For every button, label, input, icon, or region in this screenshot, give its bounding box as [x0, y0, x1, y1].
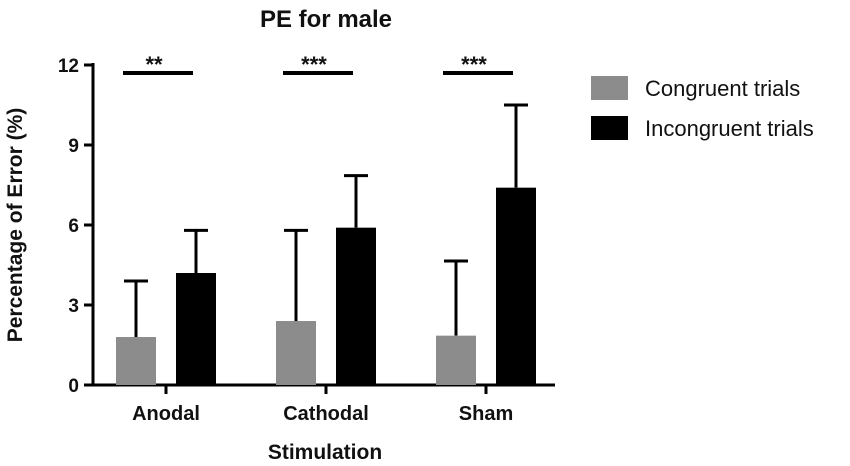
legend: Congruent trials Incongruent trials [591, 76, 814, 141]
y-tick-label: 6 [68, 216, 79, 237]
bar [276, 321, 316, 385]
legend-swatch [591, 116, 628, 140]
bar [116, 337, 156, 385]
significance-marker: ** [145, 52, 163, 77]
y-tick-label: 3 [68, 296, 79, 317]
legend-label: Congruent trials [645, 76, 800, 101]
chart-title: PE for male [260, 6, 392, 33]
bar [176, 273, 216, 385]
y-tick-label: 12 [58, 56, 79, 77]
y-axis-title: Percentage of Error (%) [4, 108, 27, 343]
bar [496, 187, 536, 385]
significance-marker: *** [301, 52, 327, 77]
x-tick-label: Sham [459, 403, 513, 425]
y-tick-label: 0 [68, 376, 79, 397]
significance-marker: *** [461, 52, 487, 77]
x-tick-label: Cathodal [283, 403, 369, 425]
x-tick-label: Anodal [132, 403, 200, 425]
legend-swatch [591, 76, 628, 100]
legend-label: Incongruent trials [645, 116, 814, 141]
x-axis-title: Stimulation [268, 441, 382, 464]
bar [436, 335, 476, 385]
y-tick-label: 9 [68, 136, 79, 157]
bar [336, 227, 376, 385]
